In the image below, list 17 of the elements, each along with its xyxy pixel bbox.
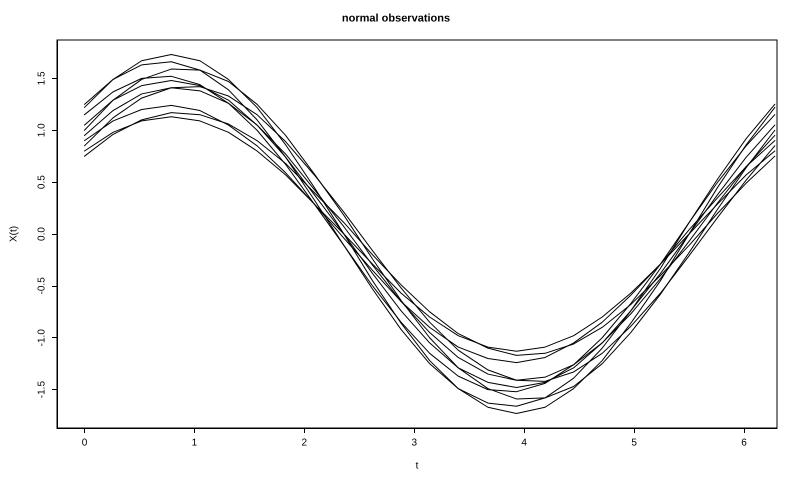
y-tick-label: -1.0 xyxy=(36,328,48,346)
x-tick-label: 4 xyxy=(521,438,528,448)
x-axis-title: t xyxy=(416,460,419,472)
y-tick-label: -1.5 xyxy=(36,380,48,398)
chart-title: normal observations xyxy=(342,12,450,24)
x-tick-label: 2 xyxy=(302,438,308,448)
x-tick-label: 0 xyxy=(82,438,88,448)
y-tick-label: 1.5 xyxy=(36,71,48,86)
x-tick-label: 1 xyxy=(192,438,198,448)
x-tick-label: 3 xyxy=(411,438,418,448)
x-tick-label: 5 xyxy=(631,438,638,448)
y-tick-label: -0.5 xyxy=(36,276,48,294)
y-tick-label: 0.5 xyxy=(36,174,48,190)
x-tick-label: 6 xyxy=(741,438,748,448)
y-tick-label: 0.0 xyxy=(36,226,48,241)
y-tick-label: 1.0 xyxy=(36,122,48,138)
y-axis-title: X(t) xyxy=(8,226,20,242)
